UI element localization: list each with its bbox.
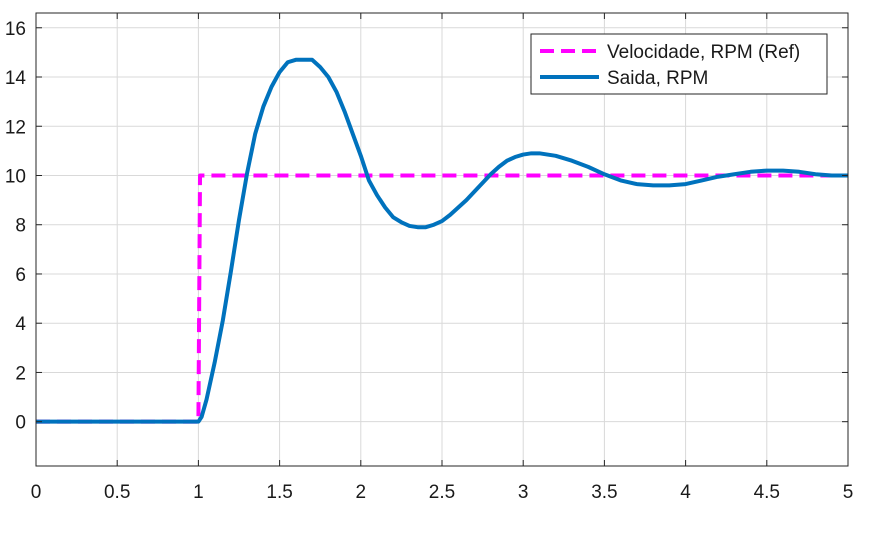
legend-label-2: Saida, RPM [607, 68, 708, 89]
y-tick-label: 0 [15, 413, 26, 434]
x-tick-label: 2.5 [429, 482, 455, 503]
y-tick-label: 12 [5, 117, 26, 138]
y-tick-label: 10 [5, 166, 26, 187]
ticks: 0 0.5 1 1.5 2 2.5 3 3.5 4 4.5 5 0 2 4 6 8 10 12 14 16 [5, 13, 853, 503]
y-tick-label: 14 [5, 68, 27, 89]
x-tick-label: 4.5 [754, 482, 780, 503]
x-tick-label: 1.5 [266, 482, 292, 503]
legend-box [530, 33, 828, 95]
series-layer [36, 57, 848, 424]
legend-label-1: Velocidade, RPM (Ref) [607, 42, 800, 63]
x-tick-label: 0 [31, 482, 42, 503]
y-tick-label: 2 [15, 363, 26, 384]
series-line-2 [36, 57, 848, 424]
x-tick-label: 0.5 [104, 482, 130, 503]
x-tick-label: 5 [843, 482, 854, 503]
x-tick-label: 1 [193, 482, 204, 503]
x-tick-label: 3.5 [591, 482, 617, 503]
x-tick-label: 4 [680, 482, 691, 503]
x-tick-label: 2 [356, 482, 367, 503]
x-tick-label: 3 [518, 482, 529, 503]
y-tick-label: 6 [15, 265, 26, 286]
y-tick-label: 8 [15, 216, 26, 237]
y-tick-label: 4 [15, 314, 26, 335]
y-tick-label: 16 [5, 19, 26, 40]
legend: Velocidade, RPM (Ref) Saida, RPM [530, 33, 828, 95]
